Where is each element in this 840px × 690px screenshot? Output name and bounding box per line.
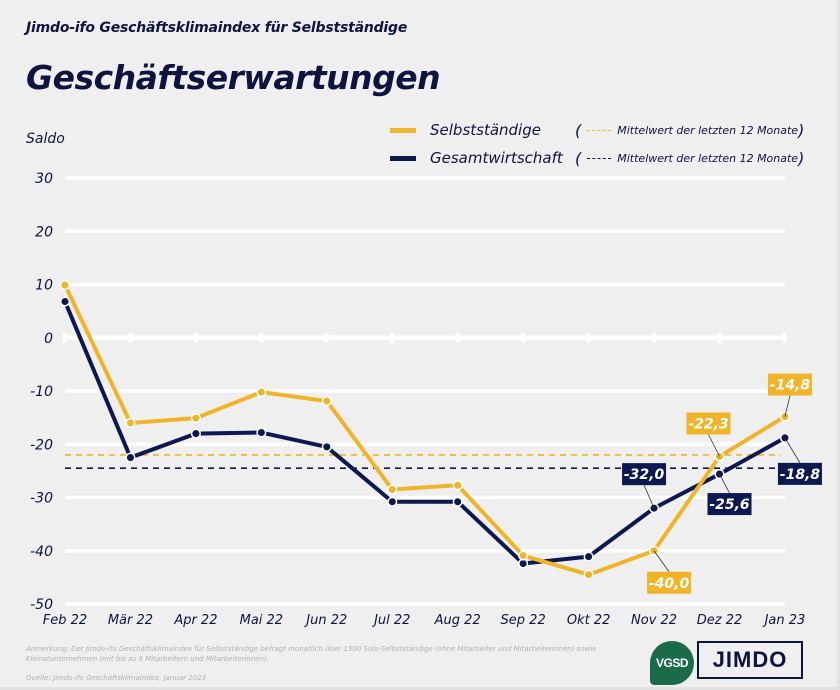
source-note: Quelle: Jimdo-ifo Geschäftsklimaindex, J… xyxy=(26,674,207,682)
data-point-selbststaendige xyxy=(321,396,332,407)
y-tick-label: -40 xyxy=(30,544,53,560)
legend-mean-selbststaendige: ( Mittelwert der letzten 12 Monate ) xyxy=(575,121,804,140)
x-tick-label: Aug 22 xyxy=(434,613,481,628)
annotation-box-gesamtwirtschaft xyxy=(777,462,822,485)
annotation-box-selbststaendige xyxy=(686,412,731,435)
y-tick-label: 30 xyxy=(35,171,53,187)
data-point-gesamtwirtschaft xyxy=(190,428,201,439)
annotation-box-selbststaendige xyxy=(647,571,692,594)
y-tick-label: -20 xyxy=(30,437,53,453)
data-point-gesamtwirtschaft xyxy=(125,452,136,463)
chart-title: Geschäftserwartungen xyxy=(26,58,441,97)
y-tick-label: 10 xyxy=(35,278,53,294)
data-point-selbststaendige xyxy=(190,413,201,424)
annotation-leader-selbststaendige xyxy=(653,550,670,572)
x-tick-label: Nov 22 xyxy=(631,613,677,628)
data-point-selbststaendige xyxy=(452,480,463,491)
legend-swatch-selbststaendige xyxy=(390,127,416,133)
data-point-gesamtwirtschaft xyxy=(452,496,463,507)
jimdo-logo: JIMDO xyxy=(697,641,803,679)
data-point-gesamtwirtschaft xyxy=(256,427,267,438)
legend-label-gesamtwirtschaft: Gesamtwirtschaft xyxy=(430,149,563,167)
x-tick-label: Apr 22 xyxy=(173,613,217,628)
annotation-leader-selbststaendige xyxy=(784,395,791,417)
x-tick-label: Feb 22 xyxy=(43,613,87,628)
data-point-gesamtwirtschaft xyxy=(59,296,71,307)
legend-dash-gesamtwirtschaft xyxy=(587,157,612,159)
series-line-gesamtwirtschaft xyxy=(63,299,787,566)
y-axis-label: Saldo xyxy=(26,131,65,147)
x-tick-label: Mai 22 xyxy=(240,613,283,628)
annotation-leader-gesamtwirtschaft xyxy=(719,473,730,494)
y-tick-label: -10 xyxy=(30,384,53,400)
annotation-box-selbststaendige xyxy=(767,373,812,396)
annotation-box-gesamtwirtschaft xyxy=(707,493,752,516)
vgsd-logo: VGSD xyxy=(650,641,694,685)
annotation-leader-selbststaendige xyxy=(708,434,720,457)
data-point-selbststaendige xyxy=(59,279,71,291)
chart-subtitle: Jimdo-ifo Geschäftsklimaindex für Selbst… xyxy=(26,20,408,36)
x-tick-label: Dez 22 xyxy=(697,613,743,628)
x-tick-label: Jun 22 xyxy=(303,613,347,628)
legend-mean-label: Mittelwert der letzten 12 Monate xyxy=(617,123,799,137)
legend-close-paren: ) xyxy=(798,120,805,140)
annotation-box-gesamtwirtschaft xyxy=(622,463,667,486)
y-tick-label: 0 xyxy=(44,331,53,347)
data-point-gesamtwirtschaft xyxy=(387,496,398,507)
x-tick-label: Jan 23 xyxy=(762,613,806,628)
data-point-selbststaendige xyxy=(518,550,529,561)
x-tick-label: Sep 22 xyxy=(501,613,546,628)
data-point-gesamtwirtschaft xyxy=(649,503,660,514)
annotation-label-gesamtwirtschaft: -18,8 xyxy=(780,467,821,483)
legend-label-selbststaendige: Selbstständige xyxy=(430,121,541,139)
x-tick-label: Mär 22 xyxy=(108,613,153,628)
data-point-selbststaendige xyxy=(583,569,594,580)
legend-close-paren: ) xyxy=(798,148,805,168)
legend-mean-label: Mittelwert der letzten 12 Monate xyxy=(617,151,799,165)
annotation-label-selbststaendige: -14,8 xyxy=(770,378,811,394)
data-point-gesamtwirtschaft xyxy=(321,441,332,452)
annotation-label-selbststaendige: -40,0 xyxy=(649,576,690,592)
data-point-gesamtwirtschaft xyxy=(583,551,594,562)
y-tick-label: 20 xyxy=(35,224,53,240)
annotation-label-selbststaendige: -22,3 xyxy=(688,416,728,432)
legend-swatch-gesamtwirtschaft xyxy=(390,155,416,161)
data-point-selbststaendige xyxy=(387,484,398,495)
legend-open-paren: ( xyxy=(575,120,582,140)
x-tick-label: Okt 22 xyxy=(567,613,611,628)
data-point-selbststaendige xyxy=(256,387,267,398)
legend-mean-gesamtwirtschaft: ( Mittelwert der letzten 12 Monate ) xyxy=(575,149,804,168)
legend-open-paren: ( xyxy=(575,148,582,168)
legend-item-gesamtwirtschaft: Gesamtwirtschaft ( Mittelwert der letzte… xyxy=(390,144,804,172)
annotation-leader-gesamtwirtschaft xyxy=(784,437,801,464)
annotation-leader-gesamtwirtschaft xyxy=(643,484,655,509)
legend-item-selbststaendige: Selbstständige ( Mittelwert der letzten … xyxy=(390,116,804,144)
annotation-label-gesamtwirtschaft: -32,0 xyxy=(624,467,665,483)
data-point-selbststaendige xyxy=(125,417,136,429)
series-line-selbststaendige xyxy=(63,283,787,577)
legend-dash-selbststaendige xyxy=(587,129,612,131)
footnote: Anmerkung: Der Jimdo-ifo Geschäftsklimai… xyxy=(26,645,597,663)
y-tick-label: -30 xyxy=(30,491,53,507)
annotation-label-gesamtwirtschaft: -25,6 xyxy=(709,497,750,513)
y-tick-label: -50 xyxy=(30,597,53,613)
legend: Selbstständige ( Mittelwert der letzten … xyxy=(390,116,804,172)
x-tick-label: Jul 22 xyxy=(371,613,410,628)
